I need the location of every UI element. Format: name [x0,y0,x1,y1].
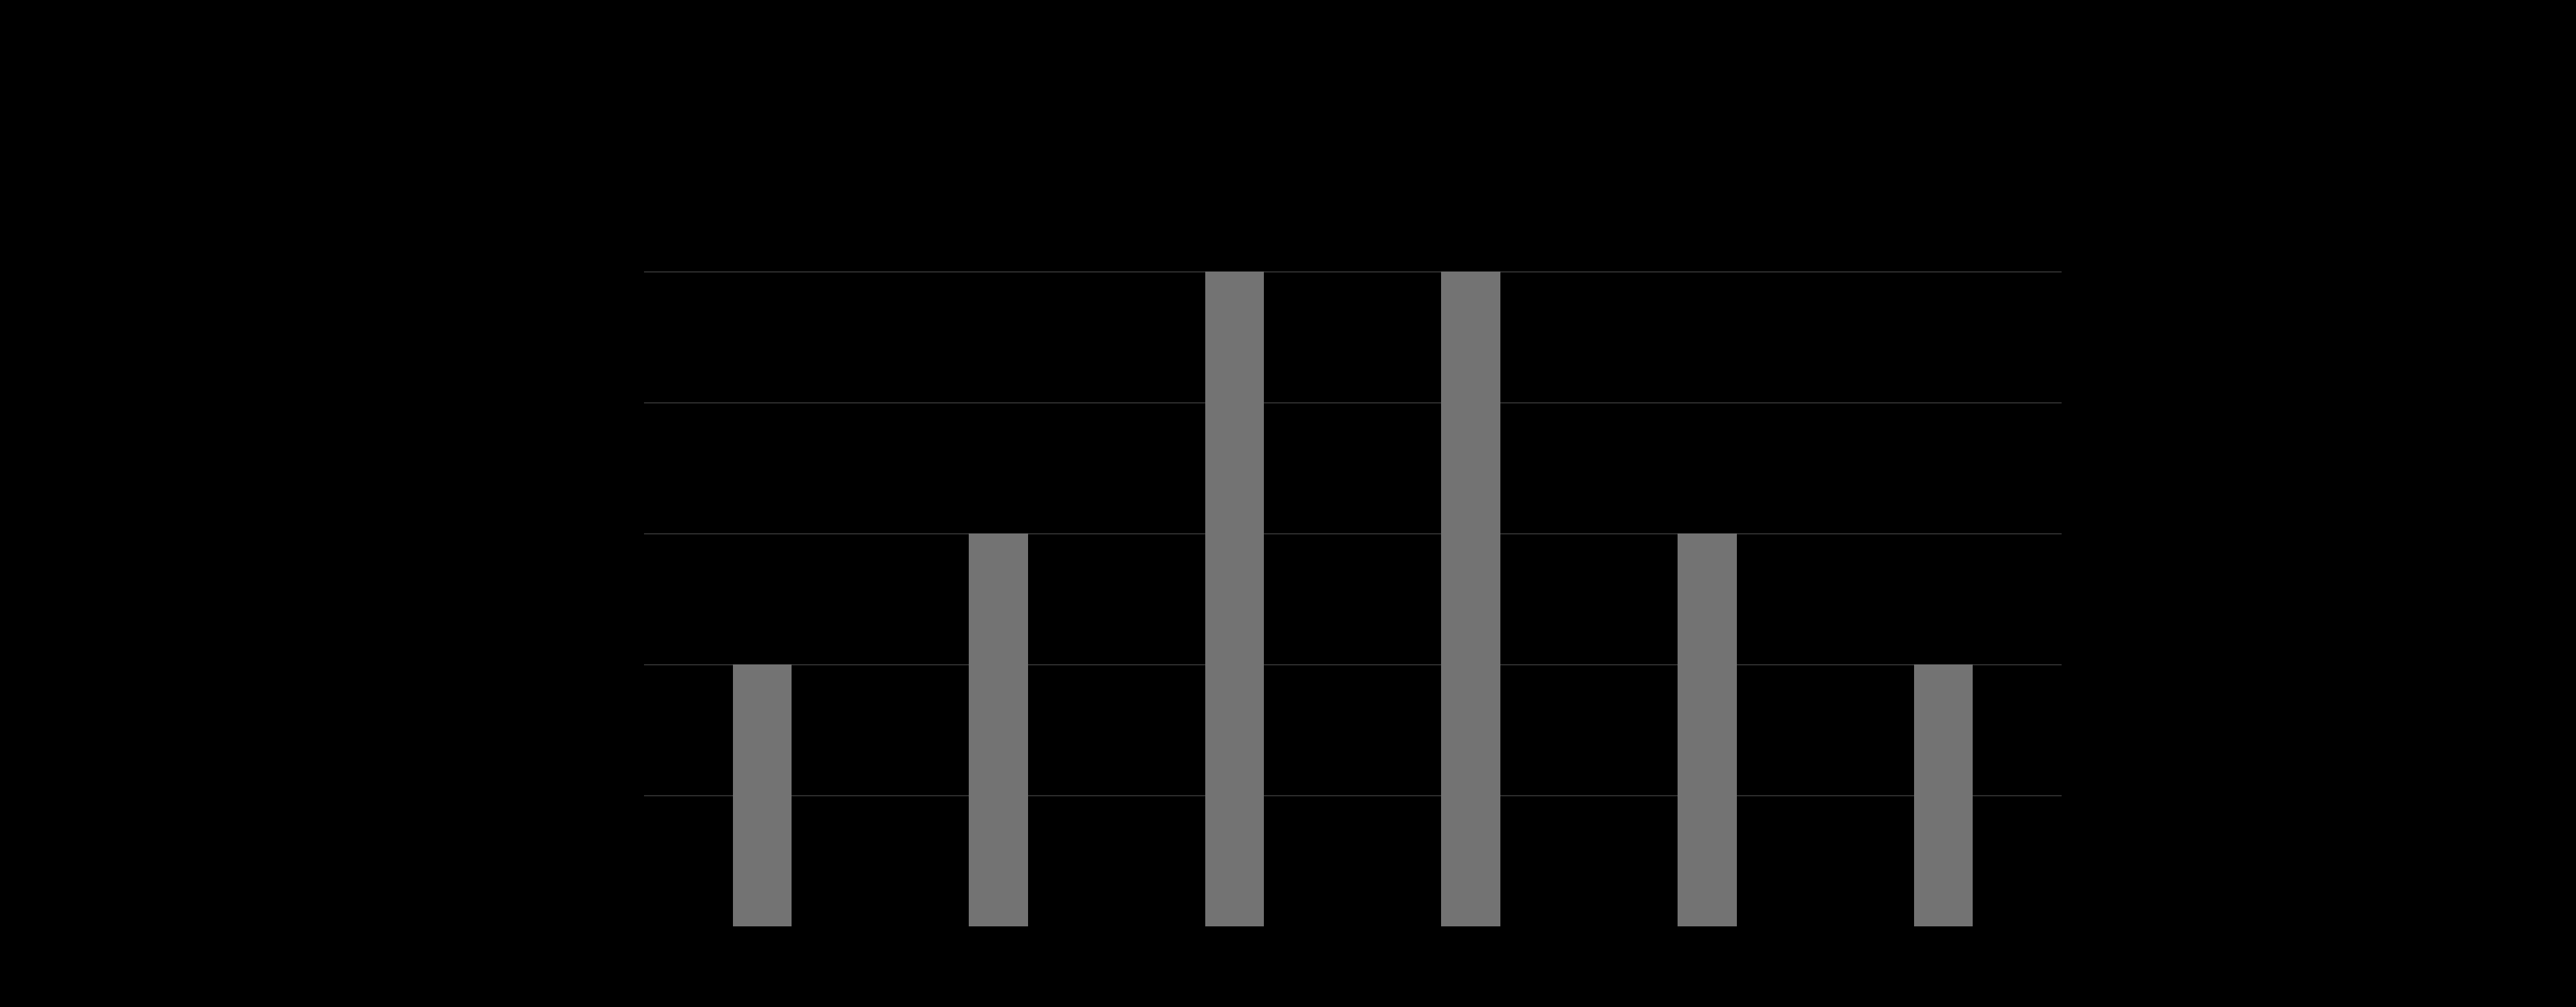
Bar [1677,534,1736,926]
Bar [1206,272,1265,926]
Bar [969,534,1028,926]
Bar [732,665,791,926]
Bar [1440,272,1499,926]
Bar [1914,665,1973,926]
